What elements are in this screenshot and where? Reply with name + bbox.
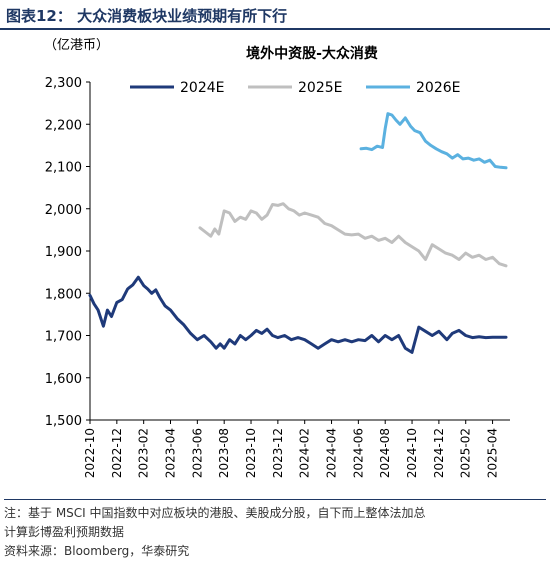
x-tick-label: 2024-10 bbox=[405, 428, 419, 478]
line-chart: （亿港币） 境外中资股-大众消费 1,500 1,600 1,700 1,800 1,9… bbox=[44, 38, 510, 478]
x-tick-label: 2024-12 bbox=[432, 428, 446, 478]
x-tick-label: 2024-08 bbox=[378, 428, 392, 478]
y-tick-label: 1,500 bbox=[45, 414, 82, 429]
x-tick-label: 2023-08 bbox=[217, 428, 231, 478]
legend: 2024E 2025E 2026E bbox=[130, 80, 460, 96]
legend-label-2026E: 2026E bbox=[416, 80, 460, 96]
figure-title: 图表12： 大众消费板块业绩预期有所下行 bbox=[6, 7, 288, 25]
series-2024E-line bbox=[88, 275, 508, 354]
x-tick-label: 2022-12 bbox=[110, 428, 124, 478]
y-tick-label: 2,200 bbox=[45, 118, 82, 133]
legend-label-2025E: 2025E bbox=[298, 80, 342, 96]
y-tick-label: 1,900 bbox=[45, 245, 82, 260]
x-tick-label: 2024-06 bbox=[351, 428, 365, 478]
y-tick-label: 1,800 bbox=[45, 287, 82, 302]
x-tick-label: 2025-02 bbox=[459, 428, 473, 478]
x-tick-label: 2022-10 bbox=[83, 428, 97, 478]
y-tick-label: 2,300 bbox=[45, 76, 82, 91]
x-tick-label: 2024-02 bbox=[298, 428, 312, 478]
x-tick-label: 2023-10 bbox=[244, 428, 258, 478]
chart-title: 境外中资股-大众消费 bbox=[246, 45, 378, 62]
y-tick-label: 1,700 bbox=[45, 330, 82, 345]
figure-footer: 注：基于 MSCI 中国指数中对应板块的港股、美股成分股，自下而上整体法加总 计… bbox=[4, 499, 546, 561]
x-tick-label: 2025-04 bbox=[486, 428, 500, 478]
legend-label-2024E: 2024E bbox=[180, 80, 224, 96]
figure-header: 图表12： 大众消费板块业绩预期有所下行 bbox=[0, 0, 550, 30]
source-line: 资料来源：Bloomberg，华泰研究 bbox=[4, 544, 190, 558]
x-tick-label: 2023-02 bbox=[137, 428, 151, 478]
unit-label: （亿港币） bbox=[44, 38, 109, 53]
y-tick-label: 1,600 bbox=[45, 372, 82, 387]
x-tick-label: 2023-06 bbox=[190, 428, 204, 478]
note-line-1: 注：基于 MSCI 中国指数中对应板块的港股、美股成分股，自下而上整体法加总 bbox=[4, 506, 426, 520]
x-tick-label: 2023-12 bbox=[271, 428, 285, 478]
axes: 1,500 1,600 1,700 1,800 1,900 2,000 2,100 2,200… bbox=[45, 76, 510, 478]
y-tick-label: 2,100 bbox=[45, 161, 82, 176]
chart-area: （亿港币） 境外中资股-大众消费 1,500 1,600 1,700 1,800 1,9… bbox=[0, 30, 550, 492]
note-line-2: 计算彭博盈利预期数据 bbox=[4, 525, 125, 539]
series-2025E-line bbox=[198, 202, 508, 268]
y-tick-label: 2,000 bbox=[45, 203, 82, 218]
series-lines bbox=[88, 112, 508, 354]
x-tick-label: 2023-04 bbox=[164, 428, 178, 478]
x-tick-label: 2024-04 bbox=[325, 428, 339, 478]
series-2026E-line bbox=[359, 112, 508, 170]
